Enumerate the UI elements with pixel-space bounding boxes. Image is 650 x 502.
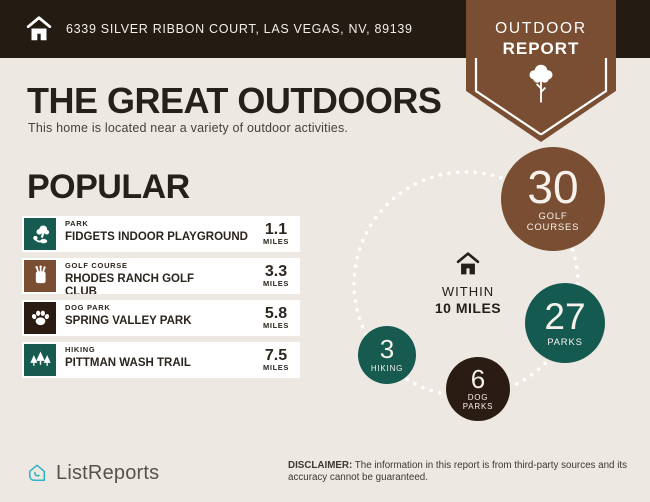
list-item-text: GOLF COURSE RHODES RANCH GOLF CLUB bbox=[65, 260, 256, 295]
poi-distance: 5.8 MILES bbox=[256, 302, 296, 334]
stat-label: GOLF COURSES bbox=[526, 211, 580, 233]
stat-value: 6 bbox=[470, 363, 486, 394]
within-miles: 10 MILES bbox=[434, 300, 502, 316]
poi-category: GOLF COURSE bbox=[65, 261, 128, 270]
badge-title: OUTDOOR REPORT bbox=[466, 20, 616, 59]
popular-heading: POPULAR bbox=[27, 168, 190, 206]
page-title: THE GREAT OUTDOORS bbox=[27, 80, 442, 121]
distance-value: 1.1 bbox=[264, 221, 288, 238]
poi-distance: 3.3 MILES bbox=[256, 260, 296, 292]
list-item-text: HIKING PITTMAN WASH TRAIL bbox=[65, 344, 256, 376]
distance-unit: MILES bbox=[263, 363, 289, 372]
badge-border bbox=[474, 58, 608, 136]
distance-value: 5.8 bbox=[264, 305, 288, 322]
poi-name: FIDGETS INDOOR PLAYGROUND bbox=[65, 230, 248, 243]
property-address: 6339 SILVER RIBBON COURT, LAS VEGAS, NV,… bbox=[66, 22, 413, 36]
tree-icon bbox=[529, 64, 553, 103]
poi-name: SPRING VALLEY PARK bbox=[65, 314, 192, 327]
within-label: WITHIN bbox=[441, 284, 495, 299]
list-item-park: PARK FIDGETS INDOOR PLAYGROUND 1.1 MILES bbox=[22, 216, 300, 252]
stat-bubble-golf-courses: 30 GOLF COURSES bbox=[501, 147, 605, 251]
outdoor-report-badge: OUTDOOR REPORT bbox=[466, 0, 616, 142]
distance-unit: MILES bbox=[263, 279, 289, 288]
disclaimer: DISCLAIMER: The information in this repo… bbox=[288, 460, 633, 484]
paw-icon bbox=[24, 302, 56, 334]
badge-line1: OUTDOOR bbox=[495, 20, 587, 37]
stat-value: 27 bbox=[544, 295, 586, 337]
golf-bag-icon bbox=[24, 260, 56, 292]
distance-value: 3.3 bbox=[264, 263, 288, 280]
listreports-logo: ListReports bbox=[25, 461, 159, 485]
disclaimer-label: DISCLAIMER: bbox=[288, 460, 353, 471]
poi-name: PITTMAN WASH TRAIL bbox=[65, 356, 191, 369]
stat-value: 30 bbox=[527, 161, 579, 213]
poi-distance: 1.1 MILES bbox=[256, 218, 296, 250]
distance-unit: MILES bbox=[263, 321, 289, 330]
list-item-dog-park: DOG PARK SPRING VALLEY PARK 5.8 MILES bbox=[22, 300, 300, 336]
list-item-hiking: HIKING PITTMAN WASH TRAIL 7.5 MILES bbox=[22, 342, 300, 378]
poi-category: DOG PARK bbox=[65, 303, 111, 312]
radius-center-label: WITHIN 10 MILES bbox=[406, 251, 530, 316]
poi-name: RHODES RANCH GOLF CLUB bbox=[65, 272, 195, 295]
stat-label: HIKING bbox=[370, 363, 404, 373]
poi-category: PARK bbox=[65, 219, 89, 228]
brand-name: ListReports bbox=[56, 461, 160, 484]
poi-category: HIKING bbox=[65, 345, 96, 354]
list-item-text: PARK FIDGETS INDOOR PLAYGROUND bbox=[65, 218, 256, 250]
badge-line2: REPORT bbox=[502, 39, 580, 58]
page-subtitle: This home is located near a variety of o… bbox=[28, 121, 349, 135]
stat-label: DOG PARKS bbox=[462, 392, 494, 412]
house-icon bbox=[456, 252, 480, 275]
playground-icon bbox=[24, 218, 56, 250]
stat-bubble-hiking: 3 HIKING bbox=[358, 326, 416, 384]
list-item-text: DOG PARK SPRING VALLEY PARK bbox=[65, 302, 256, 334]
distance-value: 7.5 bbox=[264, 347, 288, 364]
house-logo-icon bbox=[28, 464, 46, 482]
list-item-golf-course: GOLF COURSE RHODES RANCH GOLF CLUB 3.3 M… bbox=[22, 258, 300, 294]
distance-unit: MILES bbox=[263, 237, 289, 246]
poi-distance: 7.5 MILES bbox=[256, 344, 296, 376]
stat-bubble-dog-parks: 6 DOG PARKS bbox=[446, 357, 510, 421]
stat-label: PARKS bbox=[547, 336, 583, 348]
stat-bubble-parks: 27 PARKS bbox=[525, 283, 605, 363]
popular-list: PARK FIDGETS INDOOR PLAYGROUND 1.1 MILES bbox=[22, 216, 300, 384]
disclaimer-text: The information in this report is from t… bbox=[288, 460, 628, 483]
house-icon bbox=[26, 16, 52, 41]
stat-value: 3 bbox=[379, 333, 395, 364]
pine-trees-icon bbox=[24, 344, 56, 376]
